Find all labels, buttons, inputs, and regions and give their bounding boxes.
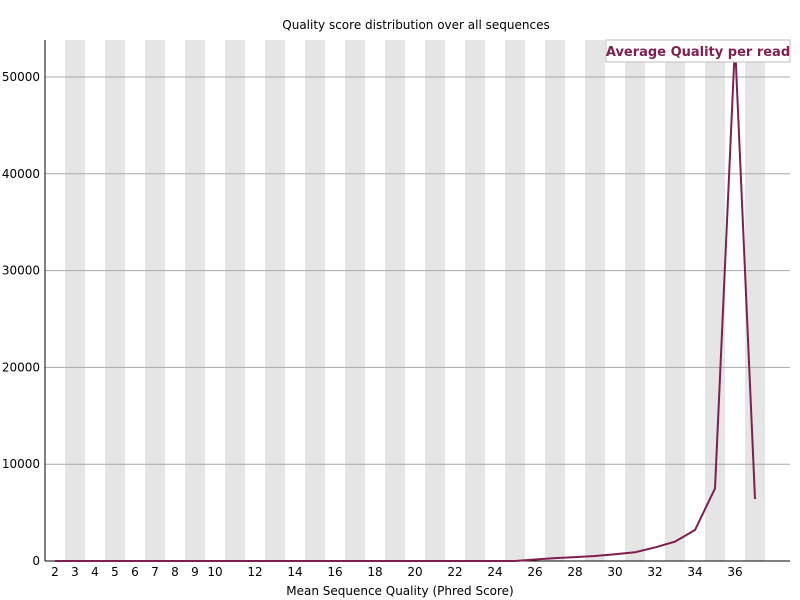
band (425, 40, 445, 561)
x-tick-label: 24 (487, 565, 502, 579)
x-tick-label: 10 (207, 565, 222, 579)
x-tick-label: 4 (91, 565, 99, 579)
band (385, 40, 405, 561)
x-tick-label: 3 (71, 565, 79, 579)
y-tick-label: 0 (32, 554, 40, 568)
series-lines (54, 42, 756, 562)
band (585, 40, 605, 561)
band (305, 40, 325, 561)
legend: Average Quality per read (605, 39, 791, 63)
background-bands (65, 40, 765, 561)
x-tick-label: 8 (171, 565, 179, 579)
y-tick-label: 40000 (2, 167, 40, 181)
x-tick-label: 32 (647, 565, 662, 579)
x-tick-label: 36 (727, 565, 742, 579)
band (65, 40, 85, 561)
band (745, 40, 765, 561)
chart-title: Quality score distribution over all sequ… (282, 18, 549, 32)
band (705, 40, 725, 561)
x-tick-label: 5 (111, 565, 119, 579)
y-tick-label: 10000 (2, 457, 40, 471)
x-tick-labels: 2 3 4 5 6 7 8 9 10 12 14 16 18 20 22 24 26 28 30 32 34 36 (51, 565, 742, 579)
x-tick-label: 18 (367, 565, 382, 579)
legend-label: Average Quality per read (606, 45, 790, 60)
x-tick-label: 2 (51, 565, 59, 579)
series-line (55, 42, 756, 562)
band (105, 40, 125, 561)
band (625, 40, 645, 561)
x-tick-label: 30 (607, 565, 622, 579)
x-tick-label: 28 (567, 565, 582, 579)
x-tick-label: 16 (327, 565, 342, 579)
x-tick-label: 34 (687, 565, 702, 579)
band (545, 40, 565, 561)
x-tick-label: 12 (247, 565, 262, 579)
x-tick-label: 14 (287, 565, 302, 579)
x-tick-label: 6 (131, 565, 139, 579)
band (465, 40, 485, 561)
x-tick-label: 26 (527, 565, 542, 579)
band (665, 40, 685, 561)
x-tick-label: 22 (447, 565, 462, 579)
horizontal-gridlines (45, 76, 790, 465)
band (505, 40, 525, 561)
x-tick-label: 9 (191, 565, 199, 579)
x-tick-label: 7 (151, 565, 159, 579)
y-tick-label: 50000 (2, 70, 40, 84)
x-tick-label: 20 (407, 565, 422, 579)
band (145, 40, 165, 561)
band (345, 40, 365, 561)
y-tick-label: 20000 (2, 360, 40, 374)
y-tick-labels: 0 10000 20000 30000 40000 50000 (2, 70, 40, 568)
band (225, 40, 245, 561)
band (265, 40, 285, 561)
x-axis-label: Mean Sequence Quality (Phred Score) (286, 584, 514, 598)
band (185, 40, 205, 561)
legend-box (605, 39, 791, 63)
y-tick-label: 30000 (2, 264, 40, 278)
